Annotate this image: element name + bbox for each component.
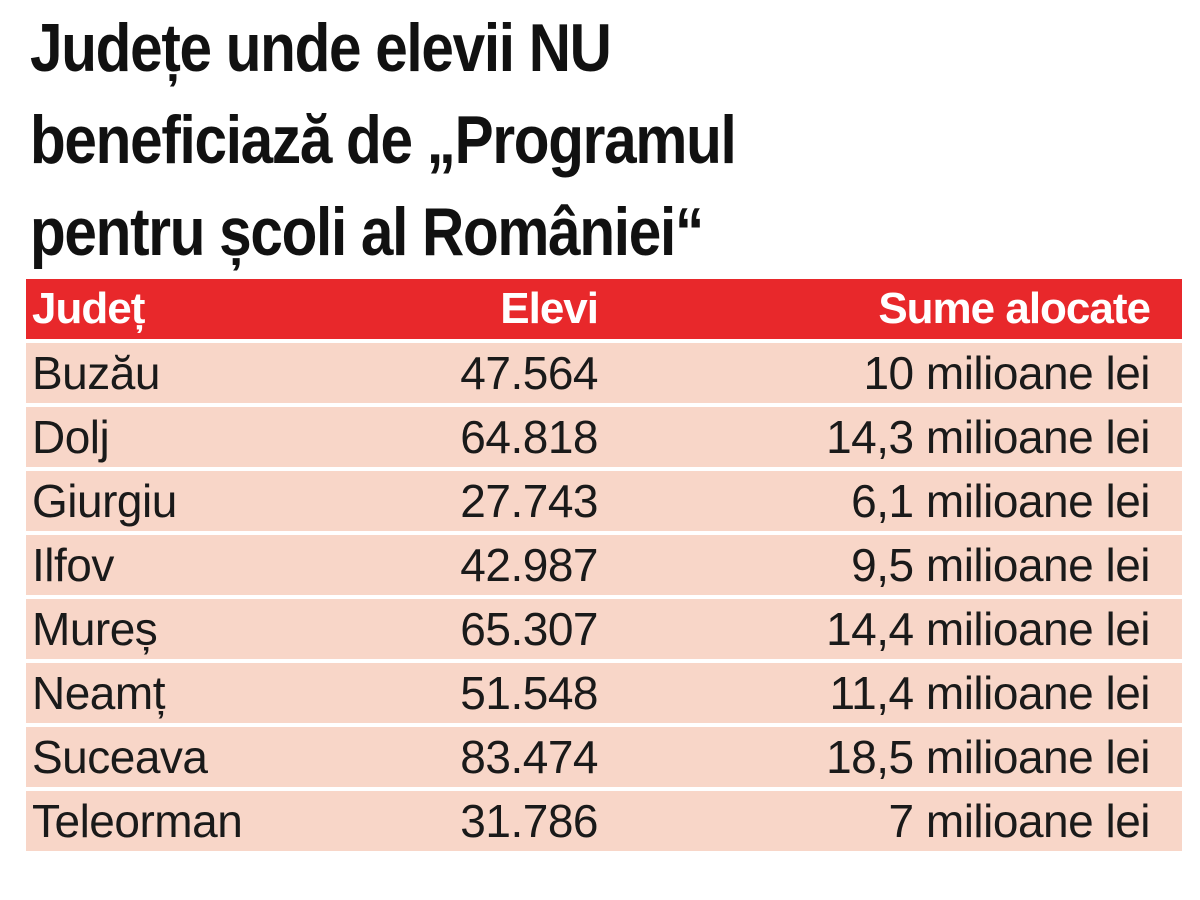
cell-sums: 14,4 milioane lei — [826, 603, 1150, 655]
table-row: Mureș 65.307 14,4 milioane lei — [26, 599, 1182, 659]
table-header: Județ Elevi Sume alocate — [26, 279, 1182, 339]
header-county: Județ — [32, 284, 145, 333]
cell-sums: 7 milioane lei — [888, 795, 1151, 847]
cell-sums: 10 milioane lei — [863, 347, 1150, 399]
data-table: Județ Elevi Sume alocate Buzău 47.564 10… — [26, 279, 1182, 855]
cell-students: 47.564 — [460, 347, 598, 399]
cell-sums: 18,5 milioane lei — [826, 731, 1150, 783]
cell-sums: 14,3 milioane lei — [826, 411, 1150, 463]
cell-county: Buzău — [32, 347, 160, 399]
cell-students: 64.818 — [460, 411, 598, 463]
cell-county: Neamț — [32, 667, 165, 719]
cell-students: 65.307 — [460, 603, 598, 655]
cell-county: Giurgiu — [32, 475, 177, 527]
table-row: Suceava 83.474 18,5 milioane lei — [26, 727, 1182, 787]
cell-students: 27.743 — [460, 475, 598, 527]
cell-county: Teleorman — [32, 795, 243, 847]
cell-students: 31.786 — [460, 795, 598, 847]
cell-sums: 9,5 milioane lei — [851, 539, 1150, 591]
table-row: Buzău 47.564 10 milioane lei — [26, 343, 1182, 403]
header-sums: Sume alocate — [878, 284, 1151, 333]
cell-students: 42.987 — [460, 539, 598, 591]
cell-county: Mureș — [32, 603, 158, 655]
table-row: Teleorman 31.786 7 milioane lei — [26, 791, 1182, 851]
table-body: Buzău 47.564 10 milioane lei Dolj 64.818… — [26, 343, 1182, 851]
cell-students: 83.474 — [460, 731, 598, 783]
cell-students: 51.548 — [460, 667, 598, 719]
table-row: Ilfov 42.987 9,5 milioane lei — [26, 535, 1182, 595]
table-row: Neamț 51.548 11,4 milioane lei — [26, 663, 1182, 723]
cell-county: Suceava — [32, 731, 208, 783]
table-row: Giurgiu 27.743 6,1 milioane lei — [26, 471, 1182, 531]
table-row: Dolj 64.818 14,3 milioane lei — [26, 407, 1182, 467]
title-line-2: beneficiază de „Programul — [30, 102, 737, 178]
page-title: Județe unde elevii NU beneficiază de „Pr… — [30, 2, 1019, 278]
cell-county: Dolj — [32, 411, 110, 463]
cell-sums: 6,1 milioane lei — [851, 475, 1150, 527]
cell-sums: 11,4 milioane lei — [829, 667, 1150, 719]
title-line-1: Județe unde elevii NU — [30, 10, 612, 86]
title-line-3: pentru școli al României“ — [30, 194, 704, 270]
header-students: Elevi — [500, 284, 599, 333]
cell-county: Ilfov — [32, 539, 114, 591]
